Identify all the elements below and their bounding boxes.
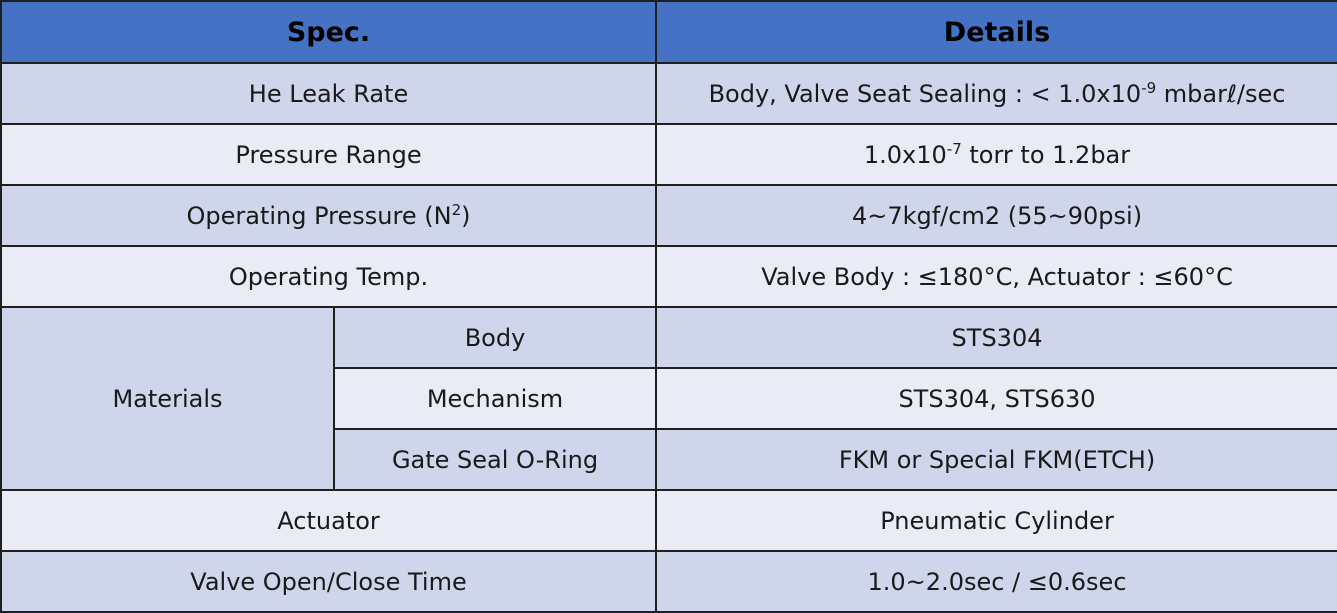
material-name-body: Body bbox=[332, 306, 658, 369]
table-row: Valve Open/Close Time 1.0~2.0sec / ≤0.6s… bbox=[0, 550, 1337, 613]
spec-label-operating-temp: Operating Temp. bbox=[0, 245, 658, 308]
spec-label-materials: Materials bbox=[0, 306, 335, 491]
material-name-mechanism: Mechanism bbox=[332, 367, 658, 430]
table-row: Materials Body STS304 bbox=[0, 306, 1337, 491]
spec-value-he-leak-rate: Body, Valve Seat Sealing : < 1.0x10-9 mb… bbox=[655, 62, 1337, 125]
table-row: Operating Temp. Valve Body : ≤180°C, Act… bbox=[0, 245, 1337, 308]
label-text: Operating Pressure (N bbox=[186, 201, 452, 230]
spec-label-pressure-range: Pressure Range bbox=[0, 123, 658, 186]
label-close: ) bbox=[461, 201, 471, 230]
value-unit: torr to 1.2bar bbox=[961, 140, 1131, 169]
value-text: Body, Valve Seat Sealing : < 1.0x10 bbox=[708, 79, 1142, 108]
material-value-body: STS304 bbox=[655, 306, 1337, 369]
spec-value-operating-pressure: 4~7kgf/cm2 (55~90psi) bbox=[655, 184, 1337, 247]
material-name-gate-seal: Gate Seal O-Ring bbox=[332, 428, 658, 491]
header-spec: Spec. bbox=[0, 0, 658, 64]
spec-value-open-close-time: 1.0~2.0sec / ≤0.6sec bbox=[655, 550, 1337, 613]
value-unit: mbarℓ/sec bbox=[1156, 79, 1286, 108]
material-value-mechanism: STS304, STS630 bbox=[655, 367, 1337, 430]
material-value-gate-seal: FKM or Special FKM(ETCH) bbox=[655, 428, 1337, 491]
table-header-row: Spec. Details bbox=[0, 0, 1337, 64]
table-row: Gate Seal O-Ring FKM or Special FKM(ETCH… bbox=[1, 428, 1337, 491]
spec-value-actuator: Pneumatic Cylinder bbox=[655, 489, 1337, 552]
exponent: -7 bbox=[946, 139, 962, 158]
exponent: -9 bbox=[1141, 78, 1157, 97]
spec-value-pressure-range: 1.0x10-7 torr to 1.2bar bbox=[655, 123, 1337, 186]
spec-label-he-leak-rate: He Leak Rate bbox=[0, 62, 658, 125]
table-row: Mechanism STS304, STS630 bbox=[1, 367, 1337, 430]
spec-label-open-close-time: Valve Open/Close Time bbox=[0, 550, 658, 613]
table-row: Operating Pressure (N2) 4~7kgf/cm2 (55~9… bbox=[0, 184, 1337, 247]
table-row: Actuator Pneumatic Cylinder bbox=[0, 489, 1337, 552]
spec-label-actuator: Actuator bbox=[0, 489, 658, 552]
spec-label-operating-pressure: Operating Pressure (N2) bbox=[0, 184, 658, 247]
table-row: He Leak Rate Body, Valve Seat Sealing : … bbox=[0, 62, 1337, 125]
value-text: 1.0x10 bbox=[863, 140, 947, 169]
spec-value-operating-temp: Valve Body : ≤180°C, Actuator : ≤60°C bbox=[655, 245, 1337, 308]
header-details: Details bbox=[655, 0, 1337, 64]
table-row: Pressure Range 1.0x10-7 torr to 1.2bar bbox=[0, 123, 1337, 186]
subscript-number: 2 bbox=[451, 200, 462, 219]
